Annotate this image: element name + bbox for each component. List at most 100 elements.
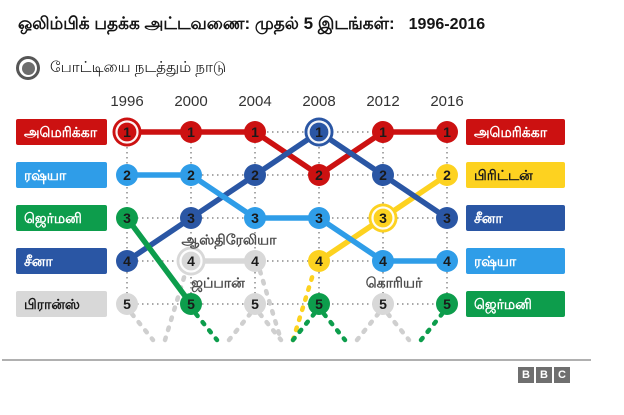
rank-node-light_blue: [180, 164, 202, 186]
rank-node-gray: [116, 293, 138, 315]
rank-number: 5: [251, 296, 259, 312]
year-label: 2000: [174, 93, 208, 110]
bbc-logo-letter: C: [554, 367, 570, 383]
exit-dash-gray: [257, 268, 284, 343]
title-text: ஒலிம்பிக் பதக்க அட்டவணை: முதல் 5 இடங்கள்…: [18, 14, 395, 33]
rank-number: 4: [443, 253, 451, 269]
rank-number: 5: [123, 296, 131, 312]
host-country-ring-icon: [16, 56, 40, 80]
rank-number: 2: [187, 167, 195, 183]
bbc-logo: B B C: [518, 367, 572, 383]
year-label: 1996: [110, 93, 144, 110]
rank-number: 4: [187, 253, 195, 269]
rank-number: 1: [123, 124, 131, 140]
left-country-label: சீனா: [16, 248, 107, 274]
bbc-logo-letter: B: [536, 367, 552, 383]
year-label: 2008: [302, 93, 336, 110]
rank-number: 1: [379, 124, 387, 140]
rank-number: 2: [123, 167, 131, 183]
left-country-label: ரஷ்யா: [16, 162, 107, 188]
rank-number: 1: [443, 124, 451, 140]
rank-node-yellow: [308, 250, 330, 272]
exit-dash-gray: [257, 311, 284, 343]
right-country-label: பிரிட்டன்: [466, 162, 565, 188]
footer-divider: [2, 359, 591, 361]
right-country-label: சீனா: [466, 205, 565, 231]
year-label: 2004: [238, 93, 272, 110]
exit-dash-green: [321, 311, 348, 343]
right-country-label: ரஷ்யா: [466, 248, 565, 274]
rank-node-light_blue: [308, 207, 330, 229]
legend: போட்டியை நடத்தும் நாடு: [16, 56, 226, 80]
entry-dash-gray: [354, 311, 381, 343]
annotation-label: ஜப்பான்: [191, 274, 245, 291]
rank-node-light_blue: [372, 250, 394, 272]
entry-dash-gray: [162, 268, 189, 343]
rank-number: 3: [443, 210, 451, 226]
rank-number: 5: [443, 296, 451, 312]
host-ring: [371, 206, 395, 230]
rank-number: 2: [443, 167, 451, 183]
title-range: 1996-2016: [408, 16, 486, 33]
right-country-label: ஜெர்மனி: [466, 291, 565, 317]
rank-node-red: [244, 121, 266, 143]
rank-node-dark_blue: [436, 207, 458, 229]
rank-number: 4: [315, 253, 323, 269]
page-title: ஒலிம்பிக் பதக்க அட்டவணை: முதல் 5 இடங்கள்…: [18, 14, 485, 36]
left-country-label: பிரான்ஸ்: [16, 291, 107, 317]
rank-node-green: [180, 293, 202, 315]
left-country-label: அமெரிக்கா: [16, 119, 107, 145]
series-line-green: [124, 215, 194, 307]
rank-node-dark_blue: [244, 164, 266, 186]
rank-number: 4: [379, 253, 387, 269]
rank-node-light_blue: [116, 164, 138, 186]
rank-node-green: [116, 207, 138, 229]
rank-number: 3: [315, 210, 323, 226]
rank-number: 1: [251, 124, 259, 140]
rank-node-red: [308, 164, 330, 186]
rank-node-light_blue: [436, 250, 458, 272]
rank-node-yellow: [436, 164, 458, 186]
rank-number: 4: [123, 253, 131, 269]
entry-dash-yellow: [290, 268, 317, 343]
exit-dash-green: [193, 311, 220, 343]
rank-number: 1: [315, 124, 323, 140]
bbc-logo-letter: B: [518, 367, 534, 383]
rank-number: 2: [379, 167, 387, 183]
exit-dash-gray: [385, 311, 412, 343]
rank-node-gray: [372, 293, 394, 315]
entry-dash-green: [418, 311, 445, 343]
host-ring: [179, 249, 203, 273]
exit-dash-gray: [129, 311, 156, 343]
entry-dash-gray: [226, 311, 253, 343]
rank-number: 5: [187, 296, 195, 312]
rank-number: 2: [251, 167, 259, 183]
rank-number: 3: [187, 210, 195, 226]
rank-number: 3: [123, 210, 131, 226]
left-country-label: ஜெர்மனி: [16, 205, 107, 231]
rank-node-light_blue: [244, 207, 266, 229]
rank-node-dark_blue: [116, 250, 138, 272]
rank-node-red: [180, 121, 202, 143]
rank-number: 5: [379, 296, 387, 312]
rank-number: 3: [379, 210, 387, 226]
year-label: 2012: [366, 93, 400, 110]
rank-node-green: [436, 293, 458, 315]
rank-node-red: [372, 121, 394, 143]
rank-node-green: [308, 293, 330, 315]
rank-node-red: [436, 121, 458, 143]
host-ring: [307, 120, 331, 144]
rank-number: 5: [315, 296, 323, 312]
legend-label: போட்டியை நடத்தும் நாடு: [50, 58, 227, 76]
annotation-label: கொரியர்: [365, 274, 423, 291]
rank-node-gray: [244, 250, 266, 272]
rank-node-dark_blue: [180, 207, 202, 229]
rank-number: 2: [315, 167, 323, 183]
rank-node-dark_blue: [372, 164, 394, 186]
annotation-label: ஆஸ்திரேலியா: [181, 231, 277, 248]
rank-number: 3: [251, 210, 259, 226]
rank-node-gray: [244, 293, 266, 315]
series-line-dark_blue: [124, 129, 450, 264]
